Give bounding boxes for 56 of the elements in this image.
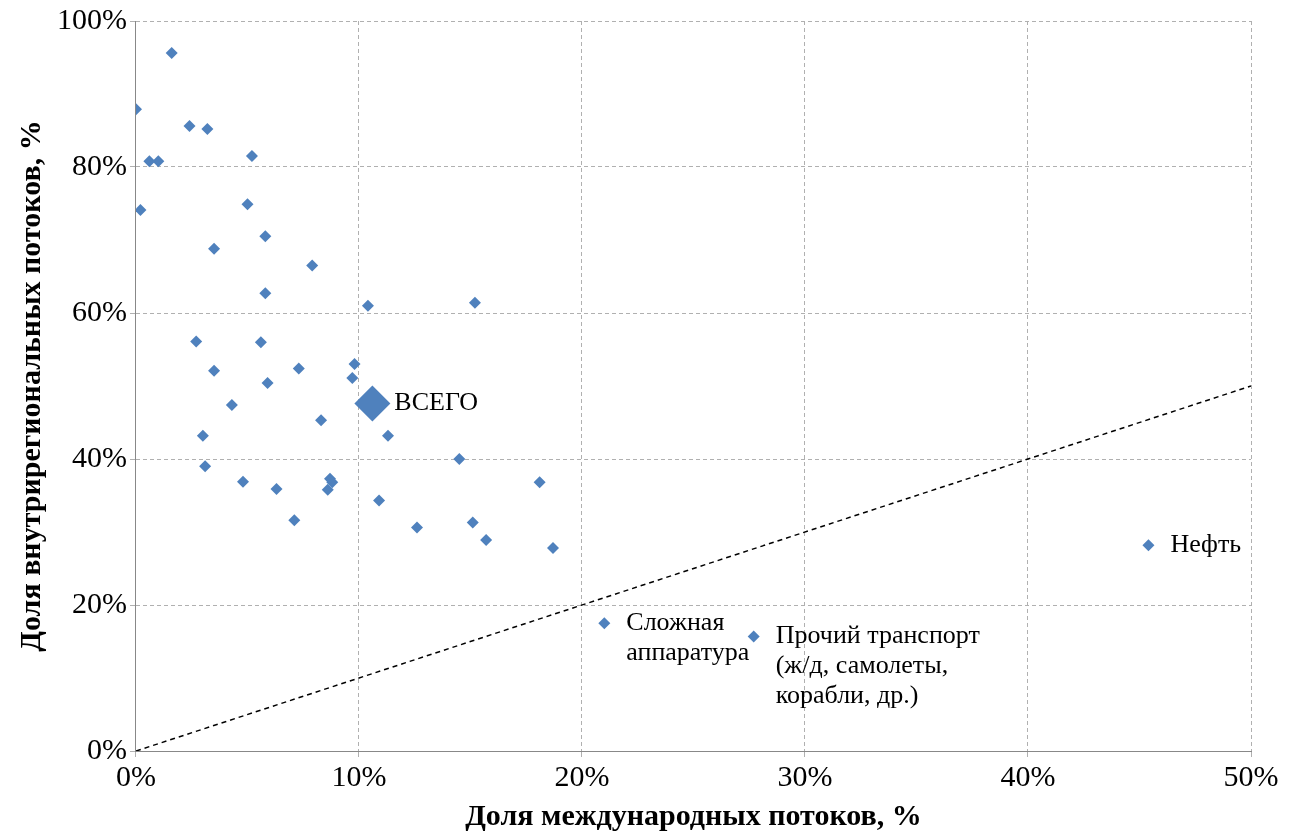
point bbox=[410, 521, 423, 534]
point bbox=[453, 453, 466, 465]
point bbox=[292, 362, 305, 375]
y-tick-label: 100% bbox=[56, 1, 127, 35]
annotation: Нефть bbox=[1170, 528, 1242, 558]
point bbox=[466, 516, 479, 529]
point bbox=[533, 476, 546, 489]
y-tick-label: 60% bbox=[71, 293, 127, 327]
point bbox=[237, 475, 250, 488]
point bbox=[183, 120, 196, 133]
y-tick-label: 20% bbox=[71, 585, 127, 619]
point bbox=[201, 123, 214, 136]
y-tick-label: 40% bbox=[71, 439, 127, 473]
point bbox=[190, 335, 203, 348]
x-tick-label: 40% bbox=[1000, 758, 1056, 792]
point bbox=[306, 259, 319, 272]
annotation: ВСЕГО bbox=[394, 387, 479, 417]
point bbox=[241, 198, 254, 211]
point bbox=[321, 483, 334, 496]
x-axis-title: Доля международных потоков, % bbox=[465, 797, 922, 831]
point bbox=[225, 398, 238, 411]
x-tick-label: 10% bbox=[331, 758, 387, 792]
point bbox=[199, 460, 212, 473]
x-tick-label: 50% bbox=[1223, 758, 1279, 792]
point bbox=[152, 155, 165, 168]
point bbox=[254, 336, 267, 349]
point bbox=[261, 377, 274, 390]
point bbox=[480, 534, 493, 547]
point bbox=[1142, 539, 1155, 552]
point bbox=[259, 287, 272, 300]
point bbox=[135, 204, 147, 217]
point bbox=[547, 542, 559, 555]
point bbox=[196, 429, 209, 442]
point bbox=[348, 358, 361, 371]
point bbox=[288, 514, 301, 527]
point bbox=[208, 242, 221, 255]
x-tick-label: 30% bbox=[777, 758, 833, 792]
point bbox=[361, 299, 374, 312]
point bbox=[747, 630, 760, 643]
point bbox=[270, 482, 283, 495]
y-tick-label: 80% bbox=[71, 147, 127, 181]
point bbox=[346, 371, 359, 384]
point bbox=[468, 296, 481, 309]
point bbox=[315, 414, 328, 427]
annotation: Прочий транспорт (ж/д, самолеты, корабли, др.) bbox=[775, 620, 980, 710]
point bbox=[381, 429, 394, 442]
x-tick-label: 20% bbox=[554, 758, 610, 792]
point bbox=[354, 385, 391, 422]
point bbox=[259, 230, 272, 243]
point bbox=[598, 617, 611, 630]
y-axis-title: Доля внутрирегиональных потоков, % bbox=[12, 120, 46, 652]
annotation: Сложная аппаратура bbox=[626, 607, 750, 667]
point bbox=[245, 150, 258, 163]
point bbox=[208, 364, 221, 377]
point bbox=[165, 47, 178, 60]
point bbox=[373, 494, 386, 507]
